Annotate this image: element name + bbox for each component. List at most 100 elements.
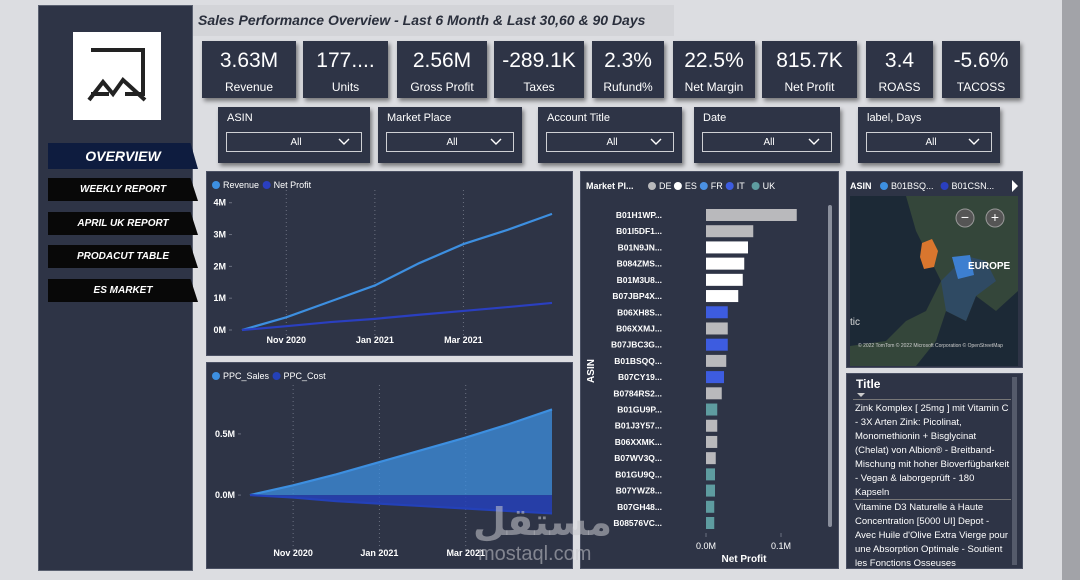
kpi-card: -5.6% TACOSS: [942, 41, 1020, 98]
zoom-in[interactable]: [985, 208, 1005, 228]
y-tick-label: B01BSQQ...: [614, 356, 662, 366]
nav-button[interactable]: OVERVIEW: [48, 143, 198, 169]
land: [941, 256, 996, 321]
y-tick-label: B01GU9Q...: [615, 469, 662, 479]
bar: [706, 257, 745, 270]
zoom-icon: −: [961, 209, 969, 225]
y-tick-label: 4M: [213, 198, 226, 208]
legend-label: UK: [763, 181, 776, 191]
y-tick-label: B01J3Y57...: [615, 421, 662, 431]
zoom-out[interactable]: [955, 208, 975, 228]
kpi-label: Net Profit: [784, 80, 835, 94]
kpi-label: Units: [331, 80, 360, 94]
legend-marker: [673, 182, 682, 190]
dropdown[interactable]: All: [226, 132, 362, 152]
bar: [706, 322, 728, 335]
legend-marker: [262, 181, 271, 189]
x-tick-label: 0.0M: [696, 541, 716, 551]
ocean-label: tic: [850, 317, 860, 328]
legend-label: ES: [685, 181, 697, 191]
legend-marker: [725, 182, 734, 190]
nav-button[interactable]: APRIL UK REPORT: [48, 212, 198, 235]
y-tick-label: B07YWZ8...: [616, 486, 662, 496]
kpi-label: Taxes: [523, 80, 555, 94]
x-axis-title: Net Profit: [722, 554, 768, 565]
kpi-value: 3.4: [884, 49, 915, 72]
bar-chart: Market Pl... DE ES FR IT UK B01H1WP... B01I5DF1…: [586, 181, 832, 565]
bar: [706, 435, 718, 448]
y-tick-label: B08576VC...: [613, 518, 662, 528]
nav-button[interactable]: PRODACUT TABLE: [48, 245, 198, 268]
chevron: [968, 138, 980, 145]
sort-icon: [857, 393, 865, 397]
land: [850, 196, 1018, 366]
legend-title: ASIN: [850, 181, 872, 191]
chevron-path: [808, 138, 820, 145]
filter-label: Market Place: [387, 112, 452, 124]
bar: [706, 419, 718, 432]
legend-marker: [212, 181, 220, 189]
logo: [73, 32, 161, 120]
chevron-path: [490, 138, 502, 145]
y-tick-label: B07WV3Q...: [614, 453, 662, 463]
dropdown[interactable]: All: [546, 132, 674, 152]
legend-title: Market Pl...: [586, 181, 634, 191]
filter-card: label, Days All: [858, 107, 1000, 163]
y-tick-label: B06XH8S...: [617, 307, 662, 317]
kpi-label: Rufund%: [603, 80, 653, 94]
area-chart: PPC_Sales PPC_Cost Nov 2020 Jan 2021 Mar 202…: [212, 371, 553, 558]
y-axis-title: ASIN: [586, 359, 597, 383]
kpi-label: Gross Profit: [410, 80, 474, 94]
y-tick-label: 0.0M: [215, 490, 235, 500]
x-tick-label: Jan 2021: [360, 548, 398, 558]
table-cell: Vitamine D3 Naturelle à Haute Concentrat…: [855, 502, 1009, 567]
scrollbar[interactable]: [828, 205, 832, 527]
filter-label: ASIN: [227, 112, 253, 124]
chevron: [650, 138, 662, 145]
legend-label: Revenue: [223, 180, 259, 190]
legend-label: PPC_Cost: [284, 371, 327, 381]
y-tick-label: B084ZMS...: [617, 259, 662, 269]
kpi-value: 2.3%: [604, 49, 652, 72]
bar: [706, 403, 718, 416]
watermark: mostaql.com: [478, 543, 592, 565]
y-tick-label: 2M: [213, 261, 226, 271]
market-region: [952, 255, 974, 279]
kpi-value: 815.7K: [776, 49, 843, 72]
table-cell: Zink Komplex [ 25mg ] mit Vitamin C - 3X…: [855, 403, 1010, 498]
chevron: [338, 138, 350, 145]
bar: [706, 500, 715, 513]
dropdown[interactable]: All: [866, 132, 992, 152]
bar: [706, 387, 722, 400]
attribution: © 2022 TomTom © 2022 Microsoft Corporati…: [858, 342, 1003, 349]
kpi-value: -5.6%: [953, 49, 1009, 72]
dropdown[interactable]: All: [702, 132, 832, 152]
y-tick-label: 1M: [213, 293, 226, 303]
line: [249, 493, 553, 515]
nav-button[interactable]: ES MARKET: [48, 279, 198, 302]
legend-marker: [212, 372, 220, 380]
legend-label: PPC_Sales: [223, 371, 270, 381]
x-tick-label: Jan 2021: [356, 335, 394, 345]
uk-region: [920, 239, 938, 269]
kpi-card: 2.56M Gross Profit: [397, 41, 487, 98]
filter-card: Account Title All: [538, 107, 682, 163]
dropdown[interactable]: All: [386, 132, 514, 152]
y-tick-label: B01GU9P...: [617, 405, 662, 415]
line: [241, 301, 553, 332]
filter-label: Account Title: [547, 112, 610, 124]
legend-marker: [648, 182, 656, 190]
nav-button[interactable]: WEEKLY REPORT: [48, 178, 198, 201]
chevron: [808, 138, 820, 145]
x-tick-label: Mar 2021: [446, 548, 485, 558]
area: [250, 409, 552, 496]
chevron: [490, 138, 502, 145]
legend-label: Net Profit: [274, 180, 312, 190]
y-tick-label: B07CY19...: [618, 372, 662, 382]
logo-icon: [87, 48, 147, 102]
bar: [706, 338, 728, 351]
y-tick-label: B01I5DF1...: [616, 226, 662, 236]
legend-arrow[interactable]: [1012, 180, 1018, 192]
scrollbar[interactable]: [1012, 377, 1017, 565]
